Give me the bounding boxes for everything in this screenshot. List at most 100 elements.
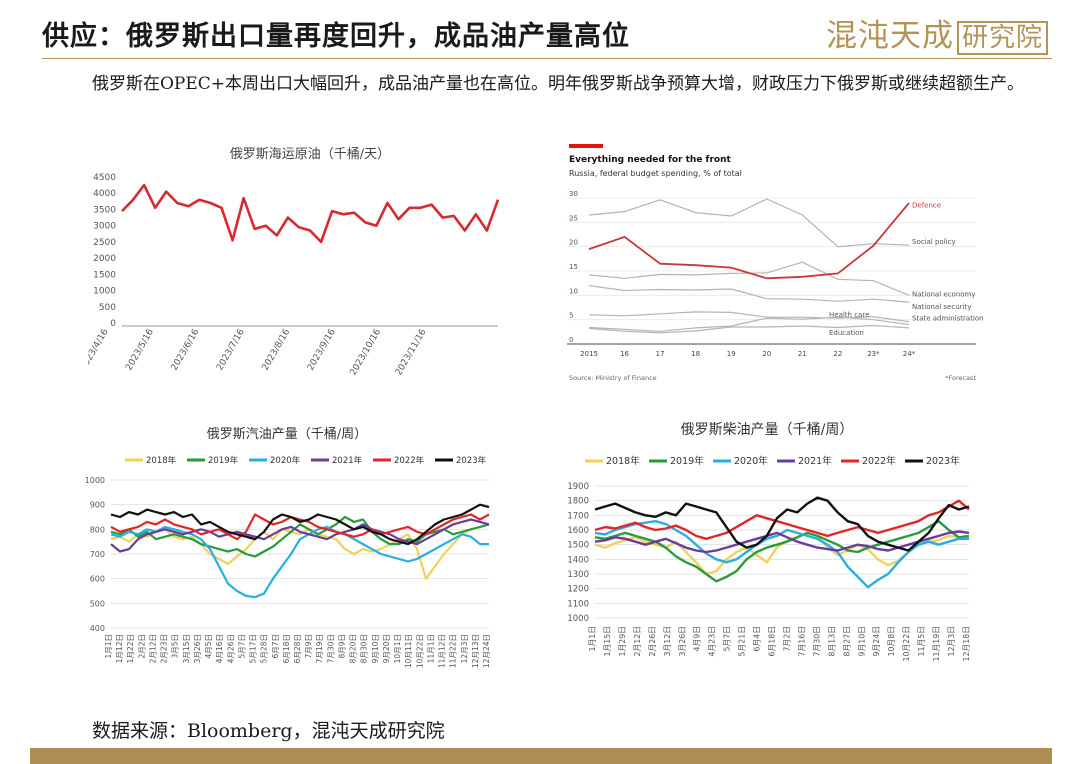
diesel-x-tick-label: 6月18日 — [768, 626, 777, 656]
page-title: 供应：俄罗斯出口量再度回升，成品油产量高位 — [42, 21, 630, 52]
gasoline-chart-title: 俄罗斯汽油产量（千桶/周） — [207, 427, 367, 442]
budget-line-national-security — [588, 285, 910, 303]
gasoline-x-tick-label: 6月7日 — [271, 634, 280, 659]
budget-y-tick-label: 10 — [569, 287, 578, 295]
diesel-y-tick-label: 1900 — [567, 482, 589, 492]
gasoline-line-2021年 — [110, 518, 490, 553]
diesel-legend-label: 2019年 — [670, 455, 704, 467]
gasoline-y-tick-label: 800 — [90, 525, 105, 534]
diesel-y-tick-label: 1300 — [567, 570, 589, 580]
gasoline-legend-label: 2021年 — [332, 455, 363, 466]
gasoline-x-tick-label: 12月13日 — [471, 634, 480, 668]
gasoline-legend-label: 2020年 — [270, 455, 301, 466]
diesel-y-tick-label: 1200 — [567, 585, 589, 595]
budget-x-tick-label: 17 — [656, 350, 665, 358]
diesel-y-tick-label: 1000 — [567, 614, 589, 624]
gasoline-legend-label: 2019年 — [208, 455, 239, 466]
logo-box: 研究院 — [957, 21, 1049, 55]
gasoline-x-tick-label: 11月1日 — [426, 634, 435, 663]
diesel-legend-label: 2022年 — [862, 455, 896, 467]
diesel-x-tick-label: 7月30日 — [812, 626, 821, 656]
gasoline-x-tick-label: 11月22日 — [449, 634, 458, 668]
header-divider — [42, 58, 1052, 59]
budget-y-tick-label: 5 — [569, 312, 573, 320]
budget-series-label: National security — [912, 303, 971, 311]
budget-x-tick-label: 16 — [620, 350, 629, 358]
budget-line-health-care — [588, 316, 910, 332]
crude-chart: 俄罗斯海运原油（千桶/天） 0 500 1000 1500 2000 2500 3000 35… — [88, 147, 500, 377]
budget-series-label: Defence — [912, 202, 941, 210]
gasoline-y-tick-label: 400 — [90, 624, 105, 633]
crude-y-tick-label: 0 — [110, 319, 116, 329]
gasoline-line-2020年 — [110, 525, 489, 599]
diesel-chart-title: 俄罗斯柴油产量（千桶/周） — [681, 422, 854, 438]
diesel-x-tick-label: 7月16日 — [797, 626, 806, 656]
gasoline-x-tick-label: 3月26日 — [193, 634, 202, 663]
gasoline-legend-label: 2023年 — [456, 455, 487, 466]
diesel-x-tick-label: 4月23日 — [708, 626, 717, 656]
diesel-x-tick-label: 2月12日 — [633, 626, 642, 656]
diesel-x-tick-label: 12月18日 — [962, 626, 971, 661]
diesel-x-tick-label: 3月12日 — [663, 626, 672, 656]
gasoline-line-2023年 — [110, 503, 490, 546]
budget-x-tick-label: 21 — [798, 350, 807, 358]
gasoline-x-tick-label: 8月9日 — [337, 634, 346, 659]
crude-x-tick-label: 2023/9/16 — [306, 327, 338, 372]
budget-line-defence — [588, 202, 910, 280]
budget-series-label: State administration — [912, 315, 984, 323]
diesel-y-tick-label: 1400 — [567, 555, 589, 565]
gasoline-legend-label: 2018年 — [146, 455, 177, 466]
crude-x-tick-label: 2023/10/16 — [349, 327, 384, 377]
diesel-x-tick-label: 1月29日 — [618, 626, 627, 656]
gasoline-x-tick-label: 5月17日 — [249, 634, 258, 663]
budget-x-tick-label: 24* — [903, 350, 916, 358]
gasoline-x-tick-label: 2月12日 — [148, 634, 157, 663]
gasoline-y-tick-label: 700 — [90, 550, 105, 559]
gasoline-x-tick-label: 11月12日 — [438, 634, 447, 668]
gasoline-y-tick-label: 500 — [90, 599, 105, 608]
budget-chart-subtitle: Russia, federal budget spending, % of to… — [569, 169, 742, 178]
gasoline-x-tick-label: 8月20日 — [349, 634, 358, 663]
gasoline-line-2022年 — [110, 513, 490, 541]
gasoline-x-tick-label: 2月2日 — [137, 634, 146, 659]
budget-line-state-administration — [588, 311, 910, 323]
budget-x-tick-label: 20 — [762, 350, 771, 358]
gasoline-x-tick-label: 12月3日 — [460, 634, 469, 663]
diesel-legend-label: 2023年 — [926, 455, 960, 467]
gasoline-x-tick-label: 6月18日 — [282, 634, 291, 663]
diesel-y-tick-label: 1700 — [567, 511, 589, 521]
diesel-y-tick-label: 1600 — [567, 526, 589, 536]
budget-y-tick-label: 0 — [569, 336, 573, 344]
gasoline-x-tick-label: 9月10日 — [371, 634, 380, 663]
budget-y-tick-label: 20 — [569, 239, 578, 247]
budget-x-tick-label: 2015 — [580, 350, 598, 358]
diesel-x-tick-label: 10月8日 — [887, 626, 896, 656]
diesel-legend-label: 2018年 — [606, 455, 640, 467]
gasoline-x-tick-label: 7月30日 — [326, 634, 335, 663]
diesel-x-tick-label: 6月4日 — [753, 626, 762, 652]
crude-y-tick-label: 4500 — [93, 173, 116, 183]
budget-line-social-policy — [588, 198, 910, 248]
diesel-legend-label: 2020年 — [734, 455, 768, 467]
crude-y-tick-label: 1500 — [93, 270, 116, 280]
budget-x-tick-label: 19 — [727, 350, 736, 358]
gasoline-legend-label: 2022年 — [394, 455, 425, 466]
diesel-x-tick-label: 9月24日 — [872, 626, 881, 656]
gasoline-x-tick-label: 8月30日 — [360, 634, 369, 663]
crude-series-line — [121, 183, 500, 244]
footer-band — [30, 748, 1052, 764]
gasoline-x-tick-label: 5月28日 — [260, 634, 269, 663]
diesel-x-tick-label: 12月3日 — [947, 626, 956, 656]
diesel-x-tick-label: 5月7日 — [723, 626, 732, 652]
diesel-y-tick-label: 1500 — [567, 541, 589, 551]
gasoline-y-tick-label: 900 — [90, 501, 105, 510]
gasoline-x-tick-label: 1月22日 — [126, 634, 135, 663]
crude-y-tick-label: 2000 — [93, 254, 116, 264]
gasoline-x-tick-label: 10月1日 — [393, 634, 402, 663]
footer-source: 数据来源：Bloomberg，混沌天成研究院 — [92, 720, 445, 742]
diesel-chart: 俄罗斯柴油产量（千桶/周） 1000 1100 1200 1300 1400 1500 16… — [567, 422, 971, 661]
budget-y-tick-label: 15 — [569, 263, 578, 271]
diesel-y-tick-label: 1100 — [567, 599, 589, 609]
gasoline-x-tick-label: 4月5日 — [204, 634, 213, 659]
diesel-line-2019年 — [594, 520, 970, 583]
